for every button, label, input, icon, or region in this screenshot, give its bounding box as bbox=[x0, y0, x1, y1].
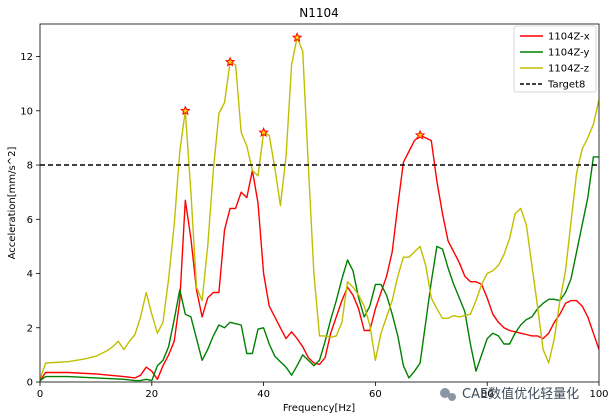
legend-box bbox=[513, 25, 597, 93]
chart-title: N1104 bbox=[299, 6, 339, 20]
series-line-1104z-z bbox=[40, 36, 599, 380]
peak-marker-2 bbox=[224, 56, 236, 67]
series-line-1104z-x bbox=[40, 134, 599, 381]
series-line-1104z-y bbox=[40, 156, 599, 382]
peak-marker-1 bbox=[180, 105, 191, 116]
y-axis: 0 2 4 6 8 10 12 bbox=[20, 52, 40, 389]
x-tick-label: 80 bbox=[481, 389, 494, 400]
y-axis-label: Acceleration[mm/s^2] bbox=[7, 147, 18, 260]
y-tick-label: 8 bbox=[27, 161, 33, 172]
y-tick-label: 2 bbox=[27, 323, 33, 334]
legend-label: 1104Z-y bbox=[548, 48, 590, 59]
y-tick-label: 4 bbox=[27, 269, 33, 280]
watermark: CAE数值优化轻量化 bbox=[440, 386, 579, 402]
x-tick-label: 20 bbox=[145, 389, 158, 400]
x-tick-label: 40 bbox=[257, 389, 270, 400]
x-tick-label: 60 bbox=[369, 389, 382, 400]
peak-marker-3 bbox=[258, 126, 269, 137]
y-tick-label: 0 bbox=[27, 378, 33, 389]
peak-marker-4 bbox=[291, 32, 303, 43]
wechat-icon bbox=[440, 388, 456, 401]
peak-marker-5 bbox=[414, 129, 426, 140]
legend-label: 1104Z-z bbox=[548, 64, 589, 75]
y-tick-label: 6 bbox=[27, 215, 33, 226]
legend-label: Target8 bbox=[547, 80, 585, 91]
y-tick-label: 12 bbox=[20, 52, 33, 63]
y-tick-label: 10 bbox=[20, 106, 33, 117]
x-axis: 0 20 40 60 80 100 bbox=[37, 382, 609, 400]
x-tick-label: 100 bbox=[589, 389, 608, 400]
legend-label: 1104Z-x bbox=[548, 32, 590, 43]
x-axis-label: Frequency[Hz] bbox=[283, 403, 355, 414]
x-tick-label: 0 bbox=[37, 389, 43, 400]
plot-frame bbox=[39, 23, 600, 383]
watermark-text: CAE数值优化轻量化 bbox=[462, 386, 579, 402]
legend: 1104Z-x 1104Z-y 1104Z-z Target8 bbox=[513, 25, 597, 93]
